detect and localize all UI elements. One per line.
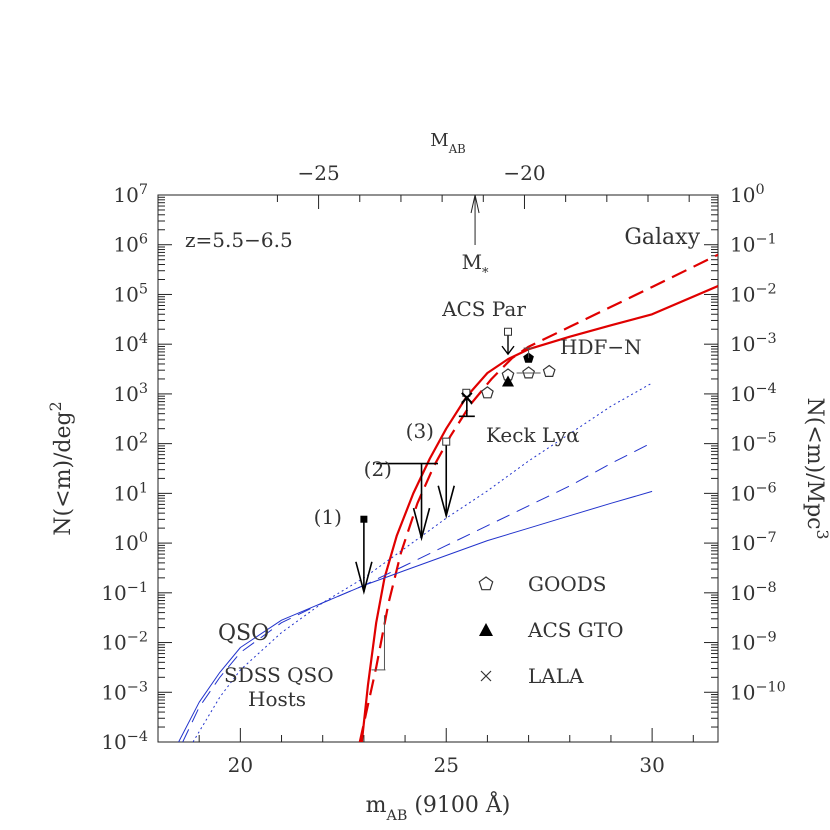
- y-tick-label: 105: [113, 281, 148, 306]
- right-tick-label: 10−3: [730, 331, 777, 356]
- right-tick-label: 100: [730, 182, 765, 207]
- model-curve-dashed: [182, 442, 653, 742]
- sdss-label-line1: SDSS QSO: [224, 663, 334, 687]
- right-tick-label: 10−2: [730, 281, 777, 306]
- mstar-label: M*: [462, 250, 489, 281]
- right-tick-label: 10−4: [730, 381, 777, 406]
- acs-gto-point: [502, 375, 514, 387]
- right-tick-label: 10−6: [730, 480, 777, 505]
- legend: GOODS ACS GTO LALA: [478, 572, 624, 688]
- qso-label: QSO: [218, 621, 269, 646]
- y-tick-label: 10−4: [101, 729, 148, 754]
- data-marks: GOODS ACS GTO LALA: [355, 194, 624, 688]
- legend-marker-goods: [478, 576, 494, 591]
- legend-label: GOODS: [528, 572, 607, 596]
- right-tick-label: 10−9: [730, 630, 777, 655]
- tick-marks: [157, 194, 718, 743]
- galaxy-curve-solid: [360, 284, 718, 742]
- y-tick-label: 101: [113, 480, 148, 505]
- top-tick-label: −25: [297, 161, 339, 185]
- y-axis-label-left: N(<m)/deg2: [46, 401, 77, 535]
- right-tick-label: 10−1: [730, 232, 777, 257]
- top-axis-label: MAB: [430, 130, 465, 156]
- legend-entry: GOODS: [478, 572, 607, 596]
- legend-entry: LALA: [480, 664, 584, 688]
- y-axis-label-left-text: N(<m)/deg2: [46, 401, 77, 535]
- upper-limit-4-head: [501, 345, 515, 356]
- upper-limit-1-box: [360, 515, 368, 523]
- legend-label: ACS GTO: [527, 618, 624, 642]
- x-tick-label: 30: [639, 753, 664, 777]
- x-tick-label: 25: [434, 753, 459, 777]
- goods-point: [542, 364, 556, 377]
- legend-label: LALA: [528, 664, 584, 688]
- upper-limit-2-head: [412, 507, 431, 542]
- y-tick-label: 104: [113, 331, 148, 356]
- redshift-label: z=5.5−6.5: [185, 228, 293, 252]
- mstar-arrow-head: [470, 194, 480, 214]
- legend-entry: ACS GTO: [479, 618, 624, 642]
- legend-marker-acs-gto: [479, 623, 493, 636]
- upper-limit-1-label: (1): [314, 505, 342, 529]
- y-tick-label: 100: [113, 530, 148, 555]
- upper-limit-1-head: [355, 561, 373, 595]
- upper-limit-2-label: (2): [364, 457, 392, 481]
- model-curve-dotted: [192, 382, 653, 742]
- y-tick-label: 10−3: [101, 679, 148, 704]
- model-curve-dashed: [358, 253, 718, 742]
- top-tick-label: −20: [503, 161, 545, 185]
- legend-marker-lala: [480, 670, 492, 682]
- right-tick-label: 10−5: [730, 431, 777, 456]
- chart-labels: 20 25 30 −25 −20 10−4 10−3 10−2 10−1 100 101 102 103…: [46, 130, 830, 824]
- upper-limit-3-head: [437, 485, 456, 519]
- qso-curve-solid: [178, 490, 653, 742]
- upper-limit-4-box: [504, 327, 512, 336]
- goods-point: [480, 386, 494, 399]
- right-tick-label: 10−8: [730, 580, 777, 605]
- y-tick-label: 103: [113, 381, 148, 406]
- y-tick-label: 106: [113, 232, 148, 257]
- y-tick-label: 107: [113, 182, 148, 207]
- galaxy-label: Galaxy: [624, 225, 700, 250]
- model-curves: [178, 253, 718, 742]
- acs-par-label: ACS Par: [441, 297, 526, 321]
- y-tick-label: 10−1: [101, 580, 148, 605]
- sdss-label-line2: Hosts: [248, 687, 306, 711]
- upper-limit-3-label: (3): [406, 419, 434, 443]
- y-tick-label: 10−2: [101, 630, 148, 655]
- upper-limit-3-box: [442, 437, 451, 446]
- x-axis-label: mAB (9100 Å): [366, 790, 511, 824]
- x-tick-label: 20: [228, 753, 253, 777]
- y-axis-label-right: N(<m)/Mpc3: [802, 397, 830, 539]
- y-tick-label: 102: [113, 431, 148, 456]
- plot-frame: [157, 194, 719, 743]
- right-tick-label: 10−10: [730, 679, 786, 704]
- lala-point: [461, 392, 473, 404]
- right-tick-label: 10−7: [730, 530, 777, 555]
- keck-label: Keck Lyα: [486, 423, 580, 447]
- goods-point: [522, 366, 536, 379]
- y-axis-label-right-text: N(<m)/Mpc3: [802, 397, 830, 539]
- hdfn-label: HDF−N: [560, 335, 642, 359]
